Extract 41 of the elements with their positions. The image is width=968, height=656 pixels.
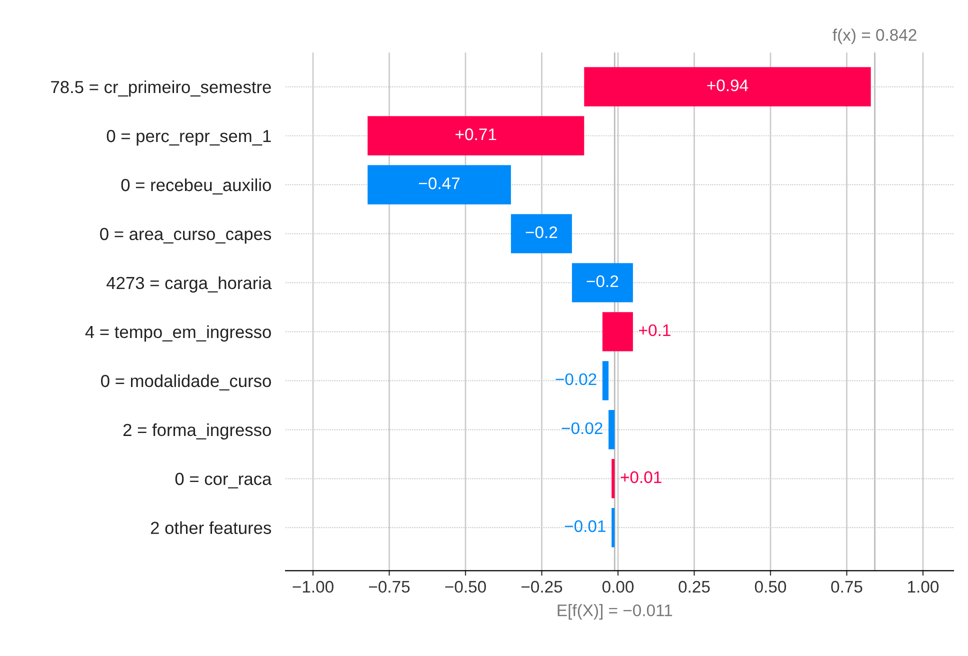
y-tick-label: 4 = tempo_em_ingresso bbox=[85, 325, 271, 342]
data-label: −0.02 bbox=[562, 422, 602, 434]
y-tick-label: 4273 = carga_horaria bbox=[106, 276, 272, 293]
x-tick-label: −0.75 bbox=[368, 580, 410, 593]
y-tick-label: 0 = cor_raca bbox=[175, 472, 272, 488]
x-tick-label: 0.00 bbox=[602, 580, 634, 593]
y-tick-label: 0 = recebeu_auxilio bbox=[121, 178, 271, 194]
bar bbox=[602, 361, 609, 400]
ref-line-label: E[f(X)] = −0.011 bbox=[558, 604, 672, 620]
x-tick-label: 0.25 bbox=[678, 580, 710, 593]
bar bbox=[572, 263, 633, 302]
bar bbox=[612, 508, 615, 548]
bar bbox=[608, 410, 615, 450]
bar bbox=[510, 214, 572, 254]
bar bbox=[368, 116, 584, 156]
y-tick-label: 0 = modalidade_curso bbox=[101, 374, 271, 390]
bar bbox=[584, 67, 871, 106]
bar bbox=[612, 459, 615, 498]
y-tick-label: 0 = perc_repr_sem_1 bbox=[106, 130, 271, 146]
data-label: −0.02 bbox=[556, 373, 596, 386]
data-label: +0.94 bbox=[707, 79, 748, 92]
data-label: +0.1 bbox=[639, 324, 670, 336]
x-tick-label: 1.00 bbox=[908, 580, 939, 593]
y-tick-label: 78.5 = cr_primeiro_semestre bbox=[51, 80, 271, 97]
y-tick-label: 2 = forma_ingresso bbox=[123, 423, 271, 440]
ref-line-label: f(x) = 0.842 bbox=[832, 28, 916, 44]
x-tick-label: 0.50 bbox=[754, 580, 786, 593]
x-tick-label: 0.75 bbox=[831, 580, 862, 593]
x-tick-label: −0.50 bbox=[445, 580, 486, 593]
bar bbox=[368, 165, 511, 204]
data-label: −0.47 bbox=[419, 177, 460, 190]
bar bbox=[602, 312, 633, 352]
data-label: −0.2 bbox=[526, 226, 558, 238]
data-label: −0.2 bbox=[586, 275, 618, 288]
y-tick-label: 0 = area_curso_capes bbox=[100, 228, 272, 244]
data-label: +0.01 bbox=[620, 471, 662, 484]
data-label: −0.01 bbox=[564, 520, 606, 532]
data-label: +0.71 bbox=[456, 128, 496, 140]
x-tick-label: −1.00 bbox=[292, 580, 334, 593]
y-tick-label: 2 other features bbox=[150, 521, 272, 534]
x-tick-label: −0.25 bbox=[521, 580, 562, 593]
